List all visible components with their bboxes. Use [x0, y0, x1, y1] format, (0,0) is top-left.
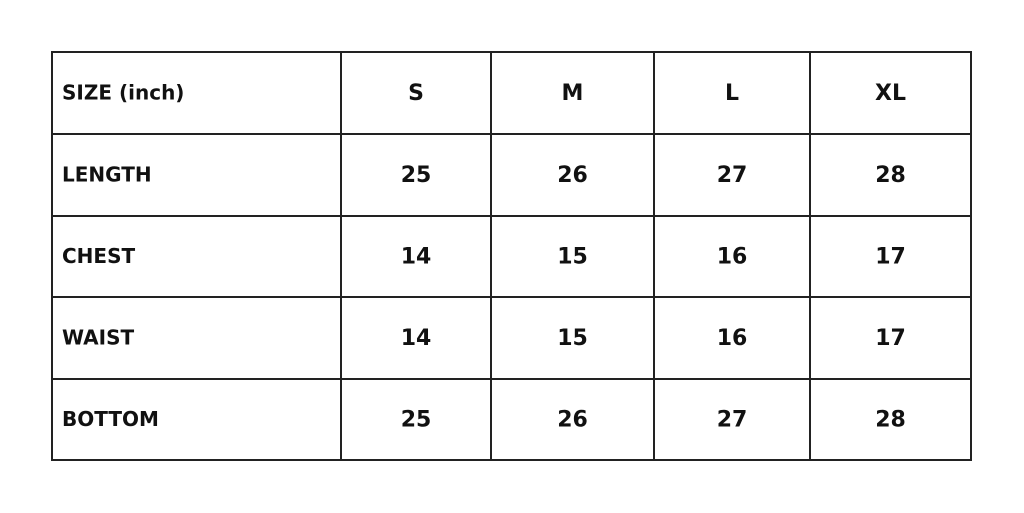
measurement: 16 — [717, 326, 748, 351]
measurement: 17 — [875, 245, 906, 270]
measurement: 28 — [875, 163, 906, 188]
size-header: XL — [875, 81, 906, 106]
measurement: 16 — [717, 245, 748, 270]
row-label: WAIST — [62, 326, 134, 350]
measurement: 15 — [557, 245, 588, 270]
table-grid — [52, 52, 971, 460]
header-label: SIZE (inch) — [62, 81, 184, 105]
measurement: 28 — [875, 408, 906, 433]
size-header: M — [562, 81, 584, 106]
measurement: 17 — [875, 326, 906, 351]
measurement: 25 — [401, 163, 432, 188]
measurement: 15 — [557, 326, 588, 351]
measurement: 26 — [557, 408, 588, 433]
row-label: CHEST — [62, 244, 135, 268]
measurement: 26 — [557, 163, 588, 188]
measurement: 27 — [717, 408, 748, 433]
measurement: 14 — [401, 326, 432, 351]
row-label: BOTTOM — [62, 407, 159, 431]
size-header: S — [408, 81, 424, 106]
measurement: 25 — [401, 408, 432, 433]
size-header: L — [725, 81, 739, 106]
measurement: 27 — [717, 163, 748, 188]
measurement: 14 — [401, 245, 432, 270]
table-border — [51, 51, 972, 461]
row-label: LENGTH — [62, 163, 152, 187]
